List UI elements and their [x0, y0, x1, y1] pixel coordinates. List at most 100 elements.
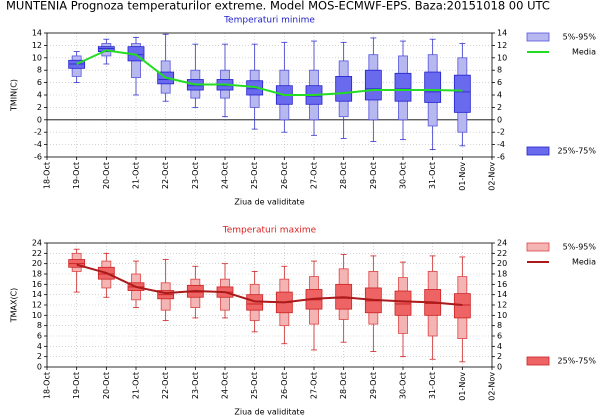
box	[394, 72, 412, 102]
x-tick-label: 21-Oct	[132, 162, 141, 189]
plot-frame	[46, 242, 493, 368]
box	[97, 46, 115, 52]
y-tick-label: 24	[32, 239, 42, 248]
x-tick-label: 25-Oct	[250, 372, 259, 399]
legend-swatch	[526, 356, 550, 366]
y2-tick-label: 12	[497, 41, 507, 50]
page-header: MUNTENIA Prognoza temperaturilor extreme…	[6, 0, 550, 13]
legend-swatch	[526, 146, 550, 156]
box	[424, 71, 442, 103]
x-axis-label: Ziua de validitate	[234, 408, 304, 417]
y2-tick-label: 8	[497, 321, 502, 330]
x-tick-label: 28-Oct	[339, 372, 348, 399]
x-tick-label: 22-Oct	[161, 162, 170, 189]
y-tick-label: 16	[32, 280, 42, 289]
x-tick-label: 23-Oct	[191, 162, 200, 189]
y-tick-label: 2	[37, 352, 42, 361]
legend-label: 25%-75%	[558, 147, 597, 156]
y-tick-label: 12	[32, 41, 42, 50]
x-tick-label: 30-Oct	[399, 162, 408, 189]
y-tick-label: -4	[34, 140, 42, 149]
legend-swatch	[526, 242, 550, 252]
x-tick-label: 27-Oct	[310, 162, 319, 189]
y-tick-label: 18	[32, 270, 42, 279]
chart-title: Temperaturi minime	[223, 16, 315, 26]
x-tick-label: 24-Oct	[221, 162, 230, 189]
x-tick-label: 30-Oct	[399, 372, 408, 399]
y2-tick-label: -2	[497, 128, 505, 137]
y-tick-label: 4	[37, 91, 42, 100]
box	[453, 293, 471, 319]
x-tick-label: 28-Oct	[339, 162, 348, 189]
x-tick-label: 22-Oct	[161, 372, 170, 399]
y-axis-label: TMAX(C)	[10, 288, 19, 324]
x-tick-label: 31-Oct	[428, 372, 437, 399]
y2-tick-label: 2	[497, 352, 502, 361]
x-tick-label: 29-Oct	[369, 372, 378, 399]
y-tick-label: 6	[37, 332, 42, 341]
y2-tick-label: 24	[497, 239, 507, 248]
x-tick-label: 19-Oct	[72, 372, 81, 399]
x-tick-label: 19-Oct	[72, 162, 81, 189]
x-tick-label: 27-Oct	[310, 372, 319, 399]
y2-tick-label: 14	[497, 29, 507, 38]
box	[394, 290, 412, 316]
x-tick-label: 25-Oct	[250, 162, 259, 189]
y-tick-label: 0	[37, 363, 42, 372]
y-tick-label: 6	[37, 78, 42, 87]
mean-line	[76, 49, 463, 96]
y2-tick-label: 0	[497, 363, 502, 372]
y2-tick-label: 6	[497, 78, 502, 87]
x-tick-label: 02-Nov	[488, 372, 497, 401]
chart-title: Temperaturi maxime	[222, 226, 317, 236]
y-tick-label: 12	[32, 301, 42, 310]
x-tick-label: 20-Oct	[102, 372, 111, 399]
x-tick-label: 18-Oct	[43, 372, 52, 399]
x-tick-label: 26-Oct	[280, 162, 289, 189]
x-tick-label: 23-Oct	[191, 372, 200, 399]
mean-line	[76, 263, 463, 306]
legend-label: 25%-75%	[558, 357, 597, 366]
legend-label: Media	[572, 48, 596, 57]
x-tick-label: 20-Oct	[102, 162, 111, 189]
y-tick-label: 14	[32, 29, 42, 38]
y2-tick-label: -6	[497, 153, 505, 162]
x-tick-label: 21-Oct	[132, 372, 141, 399]
x-tick-label: 31-Oct	[428, 162, 437, 189]
plot-frame	[46, 32, 493, 158]
x-tick-label: 02-Nov	[488, 162, 497, 191]
box	[453, 74, 471, 113]
y-tick-label: -2	[34, 128, 42, 137]
y-tick-label: 4	[37, 342, 42, 351]
y-tick-label: 20	[32, 259, 42, 268]
legend-swatch	[526, 32, 550, 42]
y2-tick-label: 12	[497, 301, 507, 310]
y2-tick-label: 4	[497, 342, 502, 351]
y2-tick-label: 18	[497, 270, 507, 279]
x-axis-label: Ziua de validitate	[234, 198, 304, 207]
y2-tick-label: 2	[497, 103, 502, 112]
y-tick-label: 14	[32, 290, 42, 299]
y2-tick-label: 10	[497, 53, 507, 62]
y-tick-label: 8	[37, 66, 42, 75]
y2-tick-label: 6	[497, 332, 502, 341]
y2-tick-label: 8	[497, 66, 502, 75]
y-tick-label: 8	[37, 321, 42, 330]
box	[364, 69, 382, 101]
y2-tick-label: 20	[497, 259, 507, 268]
y2-tick-label: 22	[497, 249, 507, 258]
y2-tick-label: 14	[497, 290, 507, 299]
y2-tick-label: 10	[497, 311, 507, 320]
box	[335, 76, 353, 102]
legend-label: Media	[572, 258, 596, 267]
x-tick-label: 24-Oct	[221, 372, 230, 399]
y-tick-label: 10	[32, 311, 42, 320]
y2-tick-label: 16	[497, 280, 507, 289]
y-tick-label: 0	[37, 115, 42, 124]
x-tick-label: 01-Nov	[458, 372, 467, 401]
y-axis-label: TMIN(C)	[10, 79, 19, 112]
y-tick-label: 2	[37, 103, 42, 112]
y2-tick-label: -4	[497, 140, 505, 149]
y2-tick-label: 4	[497, 91, 502, 100]
legend-label: 5%-95%	[563, 33, 597, 42]
